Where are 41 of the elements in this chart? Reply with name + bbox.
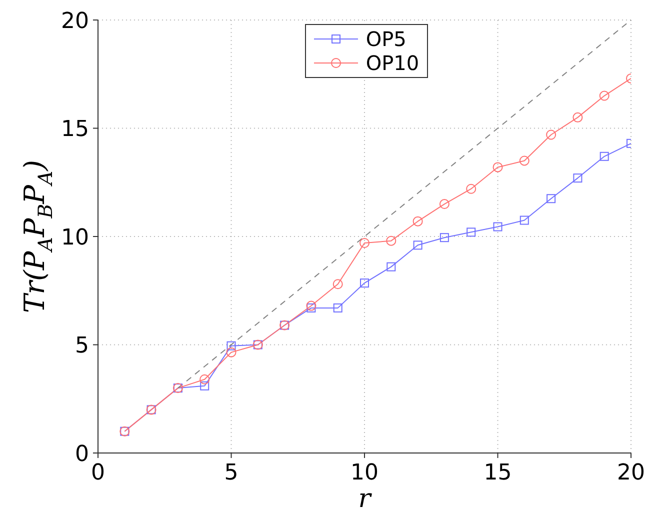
point (493, 222, 502, 232)
point (466, 228, 476, 237)
y-tick-label: 20 (61, 8, 89, 34)
point (413, 240, 422, 250)
point (333, 303, 342, 312)
point (600, 152, 609, 161)
point (200, 381, 210, 390)
point (439, 199, 450, 210)
y-tick-label: 5 (75, 334, 89, 359)
point (519, 156, 530, 166)
point (226, 347, 236, 358)
legend-label: OP10 (366, 51, 420, 75)
y-tick-label: 0 (75, 442, 89, 467)
point (412, 216, 423, 226)
point (573, 174, 582, 183)
x-tick-label: 0 (91, 460, 105, 486)
point (572, 112, 583, 122)
point (520, 216, 529, 225)
y-tick-label: 10 (61, 225, 89, 250)
x-tick-label: 10 (350, 460, 378, 486)
point (492, 162, 503, 172)
point (332, 279, 343, 290)
point (386, 236, 396, 246)
y-tick-label: 15 (61, 117, 89, 142)
point (546, 194, 556, 204)
point (466, 184, 476, 194)
point (599, 90, 610, 101)
point (306, 303, 316, 312)
point (360, 278, 369, 288)
point (440, 233, 449, 242)
x-tick-label: 5 (224, 460, 238, 486)
x-axis-title: r (358, 484, 372, 514)
legend-label: OP5 (366, 27, 406, 51)
point (360, 238, 370, 248)
point (546, 130, 556, 140)
point (306, 300, 316, 311)
point (386, 262, 396, 272)
x-tick-label: 15 (484, 460, 512, 486)
x-tick-label: 20 (617, 460, 645, 486)
point (226, 341, 236, 350)
point (200, 374, 210, 384)
